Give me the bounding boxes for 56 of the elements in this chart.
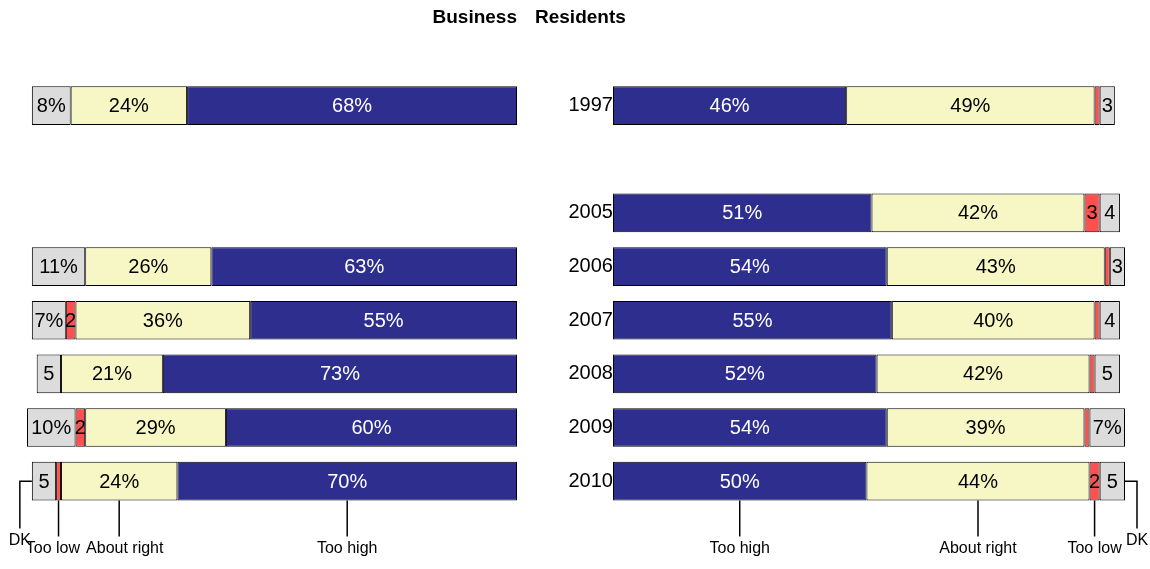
data-label: 42% (957, 201, 999, 224)
data-label: 7% (1092, 416, 1122, 439)
y-tick-label: 2005 (568, 200, 613, 223)
data-label: 4 (1104, 201, 1116, 224)
y-tick-label: 2009 (568, 415, 613, 438)
data-label: 5 (43, 362, 55, 385)
data-label: 63% (344, 255, 385, 278)
data-label: 5 (38, 469, 50, 492)
data-label: 3 (1111, 255, 1123, 278)
y-tick-label: 1997 (568, 93, 613, 116)
data-label: 11% (39, 255, 79, 278)
data-label: 39% (965, 416, 1006, 439)
text: Too low (1067, 538, 1123, 556)
data-label: 44% (957, 469, 999, 492)
y-tick-label: 2007 (568, 307, 613, 330)
data-label: 50% (719, 469, 760, 492)
data-label: 10% (31, 416, 72, 439)
chart-title: Residents (535, 5, 626, 27)
data-label: 3 (1086, 201, 1098, 224)
chart-title: Business (432, 5, 517, 27)
text: About right (939, 538, 1018, 556)
data-label: 5 (1106, 469, 1118, 492)
data-label: 21% (91, 362, 133, 385)
data-label: 26% (128, 255, 169, 278)
data-label: 49% (950, 94, 991, 117)
y-tick-label: 2008 (568, 361, 613, 384)
data-label: 7% (34, 308, 64, 331)
series-label: DK (1125, 530, 1149, 548)
data-label: 24% (99, 469, 140, 492)
data-label: 55% (363, 308, 404, 331)
data-label: 24% (108, 94, 150, 117)
data-label: 5 (1101, 362, 1113, 385)
text: Too high (709, 538, 770, 556)
data-label: 42% (963, 362, 1004, 385)
text: About right (86, 538, 165, 556)
data-label: 68% (332, 94, 373, 117)
y-tick-label: 2006 (568, 254, 613, 277)
data-label: 2 (1089, 469, 1101, 492)
data-label: 46% (709, 94, 750, 117)
data-label: 43% (975, 255, 1016, 278)
data-label: 52% (724, 362, 766, 385)
data-label: 36% (142, 308, 184, 331)
data-label: 3 (1101, 94, 1113, 117)
data-label: 54% (729, 416, 771, 439)
data-label: 51% (722, 201, 763, 224)
data-label: 29% (135, 416, 176, 439)
data-label: 54% (729, 255, 771, 278)
text: Too high (316, 538, 378, 556)
data-label: 55% (732, 308, 773, 331)
data-label: 40% (973, 308, 1014, 331)
y-tick-label: 2010 (568, 468, 613, 491)
data-label: 4 (1104, 308, 1116, 331)
data-label: 8% (36, 94, 66, 117)
data-label: 70% (327, 469, 368, 492)
data-label: 60% (351, 416, 392, 439)
data-label: 73% (319, 362, 361, 385)
